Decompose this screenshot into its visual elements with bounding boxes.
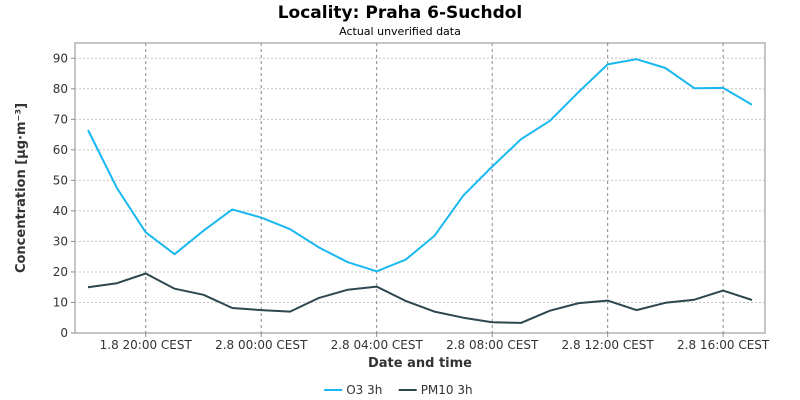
x-tick-label: 1.8 20:00 CEST xyxy=(100,338,193,352)
series-line-pm10-3h xyxy=(87,272,753,324)
x-axis-title: Date and time xyxy=(368,356,472,371)
y-tick-label: 80 xyxy=(53,82,68,96)
y-tick-label: 0 xyxy=(60,326,68,340)
series-group xyxy=(87,58,753,324)
legend-label-o3-3h: O3 3h xyxy=(346,383,382,397)
legend-label-pm10-3h: PM10 3h xyxy=(421,383,473,397)
x-tick-label: 2.8 04:00 CEST xyxy=(331,338,424,352)
y-tick-label: 20 xyxy=(53,265,68,279)
y-tick-label: 70 xyxy=(53,112,68,126)
y-tick-label: 50 xyxy=(53,173,68,187)
grid xyxy=(75,43,765,333)
x-tick-label: 2.8 00:00 CEST xyxy=(215,338,308,352)
y-tick-label: 90 xyxy=(53,51,68,65)
chart-title: Locality: Praha 6-Suchdol xyxy=(278,3,523,23)
y-axis-title: Concentration [µg·m⁻³] xyxy=(14,103,29,273)
axes: 0 10 20 30 40 50 60 70 80 90 1.8 20:00 CEST 2.8 00:… xyxy=(53,51,770,352)
series-line-o3-3h xyxy=(87,58,753,273)
chart-subtitle: Actual unverified data xyxy=(339,25,461,38)
x-tick-label: 2.8 08:00 CEST xyxy=(446,338,539,352)
y-tick-label: 10 xyxy=(53,295,68,309)
x-tick-label: 2.8 12:00 CEST xyxy=(562,338,655,352)
plot-area xyxy=(74,42,766,334)
legend: O3 3h PM10 3h xyxy=(324,383,473,397)
y-tick-label: 30 xyxy=(53,234,68,248)
y-tick-label: 40 xyxy=(53,204,68,218)
x-tick-label: 2.8 16:00 CEST xyxy=(677,338,770,352)
y-tick-label: 60 xyxy=(53,143,68,157)
